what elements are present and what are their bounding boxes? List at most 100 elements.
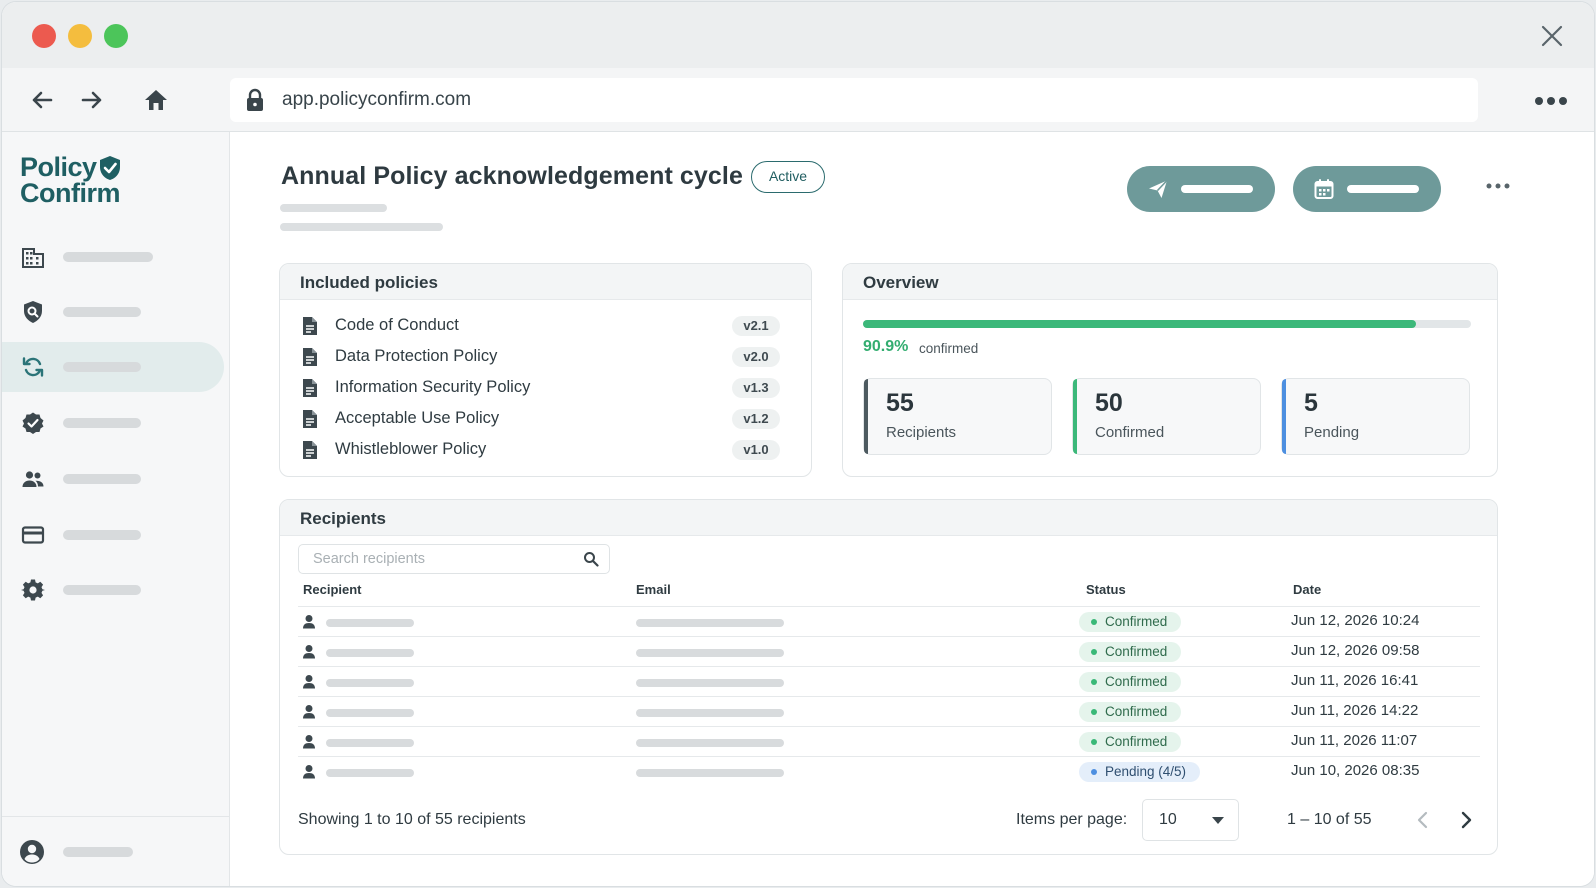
- stat-accent-bar: [864, 379, 868, 454]
- recipient-email-placeholder: [636, 679, 784, 687]
- sidebar-item-verified[interactable]: [2, 398, 224, 448]
- policy-name: Code of Conduct: [335, 316, 459, 334]
- recipient-date: Jun 12, 2026 10:24: [1291, 612, 1420, 629]
- table-row[interactable]: Confirmed Jun 11, 2026 14:22: [298, 696, 1480, 726]
- sidebar-label-placeholder: [63, 252, 153, 262]
- column-header-email[interactable]: Email: [636, 582, 671, 597]
- badge-check-icon: [22, 412, 44, 434]
- recipient-name-placeholder: [326, 679, 414, 687]
- page-title: Annual Policy acknowledgement cycle: [281, 162, 743, 190]
- document-icon: [303, 441, 317, 459]
- column-header-recipient[interactable]: Recipient: [303, 582, 362, 597]
- stat-label: Confirmed: [1095, 424, 1165, 441]
- account-icon: [20, 840, 44, 864]
- back-arrow-icon[interactable]: [28, 86, 56, 114]
- status-pill: Confirmed: [1079, 612, 1182, 632]
- user-icon: [303, 735, 315, 749]
- schedule-button[interactable]: [1293, 166, 1441, 212]
- sidebar-item-settings[interactable]: [2, 565, 224, 615]
- sidebar-label-placeholder: [63, 530, 141, 540]
- stat-accent-bar: [1282, 379, 1286, 454]
- shield-search-icon: [24, 301, 42, 323]
- table-row[interactable]: Confirmed Jun 12, 2026 09:58: [298, 636, 1480, 666]
- policy-version-badge: v1.0: [732, 440, 780, 460]
- button-label-placeholder: [1181, 185, 1253, 193]
- status-badge: Active: [751, 161, 825, 193]
- stat-value: 55: [886, 389, 914, 417]
- sidebar-label-placeholder: [63, 307, 141, 317]
- browser-toolbar: app.policyconfirm.com: [2, 68, 1594, 132]
- items-per-page-label: Items per page:: [1016, 811, 1128, 828]
- stat-label: Pending: [1304, 424, 1360, 441]
- brand-logo[interactable]: Policy Confirm: [20, 154, 121, 208]
- chevron-right-icon[interactable]: [1456, 809, 1476, 831]
- policy-item[interactable]: Acceptable Use Policy v1.2: [300, 407, 780, 431]
- cycle-icon: [22, 357, 44, 377]
- recipient-name-placeholder: [326, 739, 414, 747]
- status-pill: Confirmed: [1079, 672, 1182, 692]
- subtitle-placeholder: [280, 204, 387, 212]
- policy-item[interactable]: Whistleblower Policy v1.0: [300, 438, 780, 462]
- address-bar[interactable]: app.policyconfirm.com: [230, 78, 1478, 122]
- recipients-card: Recipients Search recipients Recipient E…: [279, 499, 1498, 855]
- table-row[interactable]: Pending (4/5) Jun 10, 2026 08:35: [298, 756, 1480, 786]
- recipient-date: Jun 11, 2026 16:41: [1291, 672, 1419, 689]
- policy-name: Data Protection Policy: [335, 347, 498, 365]
- policy-version-badge: v2.1: [732, 316, 780, 336]
- column-header-date[interactable]: Date: [1293, 582, 1322, 597]
- send-button[interactable]: [1127, 166, 1275, 212]
- search-icon[interactable]: [583, 551, 599, 567]
- column-header-status[interactable]: Status: [1086, 582, 1126, 597]
- policy-item[interactable]: Data Protection Policy v2.0: [300, 345, 780, 369]
- policy-item[interactable]: Information Security Policy v1.3: [300, 376, 780, 400]
- items-per-page-value: 10: [1159, 811, 1177, 828]
- user-icon: [303, 645, 315, 659]
- sidebar-item-billing[interactable]: [2, 510, 224, 560]
- table-row[interactable]: Confirmed Jun 11, 2026 16:41: [298, 666, 1480, 696]
- recipient-email-placeholder: [636, 709, 784, 717]
- more-dots-icon: [1486, 183, 1510, 189]
- document-icon: [303, 317, 317, 335]
- stat-card: 5 Pending: [1281, 378, 1470, 455]
- chevron-left-icon[interactable]: [1413, 809, 1433, 831]
- send-icon: [1149, 179, 1168, 198]
- user-icon: [303, 705, 315, 719]
- recipient-name-placeholder: [326, 649, 414, 657]
- recipient-name-placeholder: [326, 769, 414, 777]
- confirmation-progress-bar: [863, 320, 1471, 328]
- forward-arrow-icon[interactable]: [78, 86, 106, 114]
- sidebar-account[interactable]: [2, 816, 230, 886]
- maximize-window-button[interactable]: [104, 24, 128, 48]
- included-policies-card: Included policies Code of Conduct v2.1 Dat…: [279, 263, 812, 477]
- policy-item[interactable]: Code of Conduct v2.1: [300, 314, 780, 338]
- close-window-button[interactable]: [32, 24, 56, 48]
- home-icon[interactable]: [142, 86, 170, 114]
- sidebar-item-compliance[interactable]: [2, 287, 224, 337]
- card-title: Included policies: [280, 264, 811, 300]
- account-name-placeholder: [63, 847, 133, 857]
- search-input[interactable]: Search recipients: [298, 544, 610, 574]
- shield-check-icon: [100, 156, 120, 180]
- sidebar-item-users[interactable]: [2, 454, 224, 504]
- table-row[interactable]: Confirmed Jun 11, 2026 11:07: [298, 726, 1480, 756]
- search-placeholder: Search recipients: [313, 551, 426, 567]
- close-icon[interactable]: [1538, 22, 1566, 50]
- items-per-page-select[interactable]: 10: [1142, 799, 1239, 841]
- confirmed-percent-label: confirmed: [919, 341, 979, 356]
- more-actions-button[interactable]: [1486, 178, 1510, 190]
- sidebar-item-organization[interactable]: [2, 232, 224, 282]
- document-icon: [303, 348, 317, 366]
- sidebar-item-cycles[interactable]: [2, 342, 224, 392]
- card-title: Recipients: [280, 500, 1497, 536]
- brand-line-2: Confirm: [20, 178, 121, 208]
- caret-down-icon: [1212, 817, 1224, 824]
- pagination-range: 1 – 10 of 55: [1287, 811, 1372, 828]
- browser-menu-button[interactable]: [1534, 88, 1568, 108]
- stat-card: 50 Confirmed: [1072, 378, 1261, 455]
- users-icon: [22, 471, 44, 487]
- gear-icon: [21, 579, 45, 601]
- table-row[interactable]: Confirmed Jun 12, 2026 10:24: [298, 606, 1480, 636]
- policy-version-badge: v1.3: [732, 378, 780, 398]
- minimize-window-button[interactable]: [68, 24, 92, 48]
- overview-card: Overview 90.9% confirmed 55 Recipients 50 C…: [842, 263, 1498, 477]
